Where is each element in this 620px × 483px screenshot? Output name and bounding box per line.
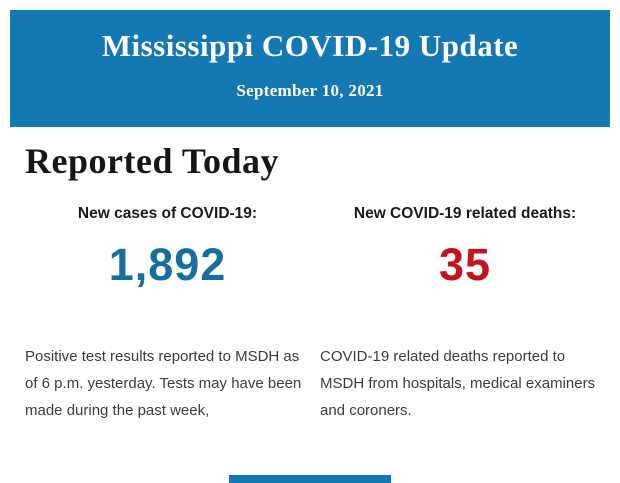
stats-row: New cases of COVID-19: 1,892 Positive te… xyxy=(25,205,610,424)
new-deaths-label: New COVID-19 related deaths: xyxy=(353,205,577,222)
page-title: Mississippi COVID-19 Update xyxy=(101,28,519,63)
new-cases-label: New cases of COVID-19: xyxy=(77,205,258,222)
header-banner: Mississippi COVID-19 Update September 10… xyxy=(10,10,610,127)
stat-new-cases: New cases of COVID-19: 1,892 Positive te… xyxy=(25,205,310,424)
footer-accent-bar xyxy=(229,475,391,483)
new-cases-description: Positive test results reported to MSDH a… xyxy=(25,348,302,419)
section-title: Reported Today xyxy=(25,141,280,181)
new-deaths-value: 35 xyxy=(438,239,492,290)
report-date: September 10, 2021 xyxy=(236,81,384,100)
stat-new-deaths: New COVID-19 related deaths: 35 COVID-19… xyxy=(320,205,610,424)
new-cases-value: 1,892 xyxy=(108,239,227,290)
new-deaths-description: COVID-19 related deaths reported to MSDH… xyxy=(320,348,596,419)
